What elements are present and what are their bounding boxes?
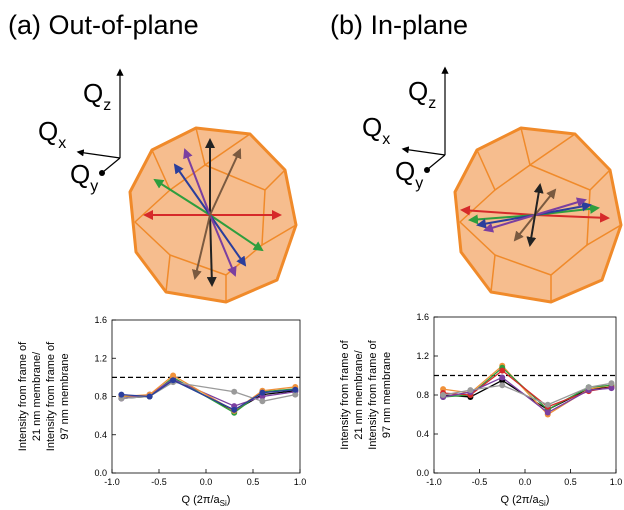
data-point — [440, 392, 447, 398]
axis-label-main: Q — [38, 116, 58, 146]
x-tick-label: 0.0 — [519, 477, 532, 487]
data-point — [544, 401, 551, 408]
y-tick-label: 0.4 — [416, 429, 429, 439]
x-axis-label-sub: Si — [220, 499, 227, 508]
x-tick-label: -1.0 — [104, 477, 120, 487]
axis-label: Qx — [362, 112, 390, 148]
axis-label-main: Q — [408, 76, 428, 106]
y-tick-label: 1.6 — [94, 315, 107, 325]
axis-label: Qx — [38, 116, 66, 152]
data-point — [259, 398, 266, 405]
data-point — [118, 391, 125, 398]
x-axis-label-sub: Si — [539, 499, 546, 508]
y-axis-label: 97 nm membrane — [381, 352, 393, 438]
x-tick-label: 0.5 — [564, 477, 577, 487]
axis-label-sub: x — [58, 135, 66, 152]
series-line — [121, 374, 296, 412]
y-axis-label: Intensity from frame of — [367, 339, 379, 449]
x-axis-label-main: Q (2π/a — [182, 494, 221, 506]
x-tick-label: 1.0 — [294, 477, 307, 487]
data-point — [259, 389, 266, 396]
data-point — [608, 380, 615, 387]
data-point — [467, 387, 474, 394]
data-point — [170, 377, 177, 384]
data-point — [585, 384, 592, 391]
data-point — [170, 372, 177, 379]
solid-illustration — [76, 68, 298, 304]
data-point — [292, 386, 299, 393]
axis-label-sub: z — [103, 97, 111, 114]
data-point — [608, 385, 615, 392]
y-tick-label: 0.8 — [416, 390, 429, 400]
x-tick-label: 0.5 — [247, 477, 260, 487]
x-axis-label-end: ) — [227, 494, 231, 506]
x-axis-label-end: ) — [546, 494, 550, 506]
axis-label: Qz — [83, 78, 111, 114]
y-tick-label: 1.2 — [416, 351, 429, 361]
axis-label-main: Q — [70, 159, 90, 189]
y-tick-label: 1.2 — [94, 353, 107, 363]
panel-title: (b) In-plane — [330, 10, 468, 40]
x-axis-label: Q (2π/aSi) — [182, 494, 231, 508]
series-line — [121, 379, 296, 411]
x-tick-label: 1.0 — [610, 477, 623, 487]
solid-illustration — [401, 66, 623, 304]
data-point — [499, 374, 506, 381]
data-point — [231, 406, 238, 413]
x-tick-label: -1.0 — [426, 477, 442, 487]
axis-label-sub: y — [90, 178, 98, 195]
y-axis-label: 97 nm membrane — [59, 353, 71, 439]
x-axis-label-main: Q (2π/a — [501, 494, 540, 506]
axis-label-main: Q — [362, 112, 382, 142]
y-axis-label: 21 nm membrane/ — [353, 349, 365, 439]
y-tick-label: 0.0 — [416, 468, 429, 478]
axis-label: Qy — [395, 156, 423, 192]
axis-label: Qz — [408, 76, 436, 112]
y-tick-label: 0.4 — [94, 430, 107, 440]
y-tick-label: 0.8 — [94, 392, 107, 402]
axis-label: Qy — [70, 159, 98, 195]
data-point — [146, 393, 153, 400]
axis-label-sub: z — [428, 95, 436, 112]
y-axis-label: Intensity from frame of — [45, 341, 57, 451]
axis-label-sub: y — [415, 175, 423, 192]
x-tick-label: -0.5 — [151, 477, 167, 487]
x-axis-label: Q (2π/aSi) — [501, 494, 550, 508]
axis-label-main: Q — [395, 156, 415, 186]
x-tick-label: -0.5 — [472, 477, 488, 487]
axis-label-main: Q — [83, 78, 103, 108]
data-point — [499, 382, 506, 389]
data-point — [544, 409, 551, 416]
panel-title: (a) Out-of-plane — [8, 10, 199, 40]
y-tick-label: 1.6 — [416, 312, 429, 322]
x-tick-label: 0.0 — [200, 477, 213, 487]
y-axis-label: Intensity from frame of — [339, 339, 351, 449]
y-axis-label: 21 nm membrane/ — [31, 351, 43, 441]
y-tick-label: 0.0 — [94, 468, 107, 478]
axis-label-sub: x — [382, 131, 390, 148]
data-point — [292, 391, 299, 398]
data-point — [231, 388, 238, 395]
series-line — [442, 382, 612, 406]
data-point — [499, 367, 506, 374]
y-axis-label: Intensity from frame of — [17, 341, 29, 451]
